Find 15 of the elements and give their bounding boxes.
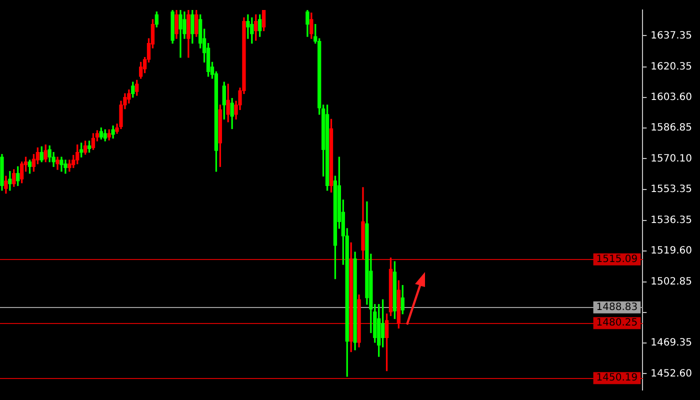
y-tick-label: 1570.10: [650, 153, 692, 164]
y-tick-label: 1519.60: [650, 246, 692, 257]
y-tick-label: 1586.85: [650, 122, 692, 134]
ref-line-label: 1515.09: [596, 254, 638, 265]
y-tick-label: 1502.85: [650, 276, 692, 288]
y-tick-label: 1553.35: [650, 184, 692, 195]
y-tick-label: 1620.35: [650, 61, 692, 72]
y-tick-label: 1452.60: [650, 368, 692, 380]
y-tick-label: 1469.35: [650, 338, 692, 349]
ref-line-label: 1450.19: [596, 372, 638, 384]
ref-line-label: 1480.25: [596, 318, 638, 329]
y-tick-label: 1637.35: [650, 30, 692, 42]
y-tick-label: 1603.60: [650, 92, 692, 104]
y-tick-label: 1536.35: [650, 215, 692, 226]
ref-line-label: 1488.83: [596, 302, 638, 314]
